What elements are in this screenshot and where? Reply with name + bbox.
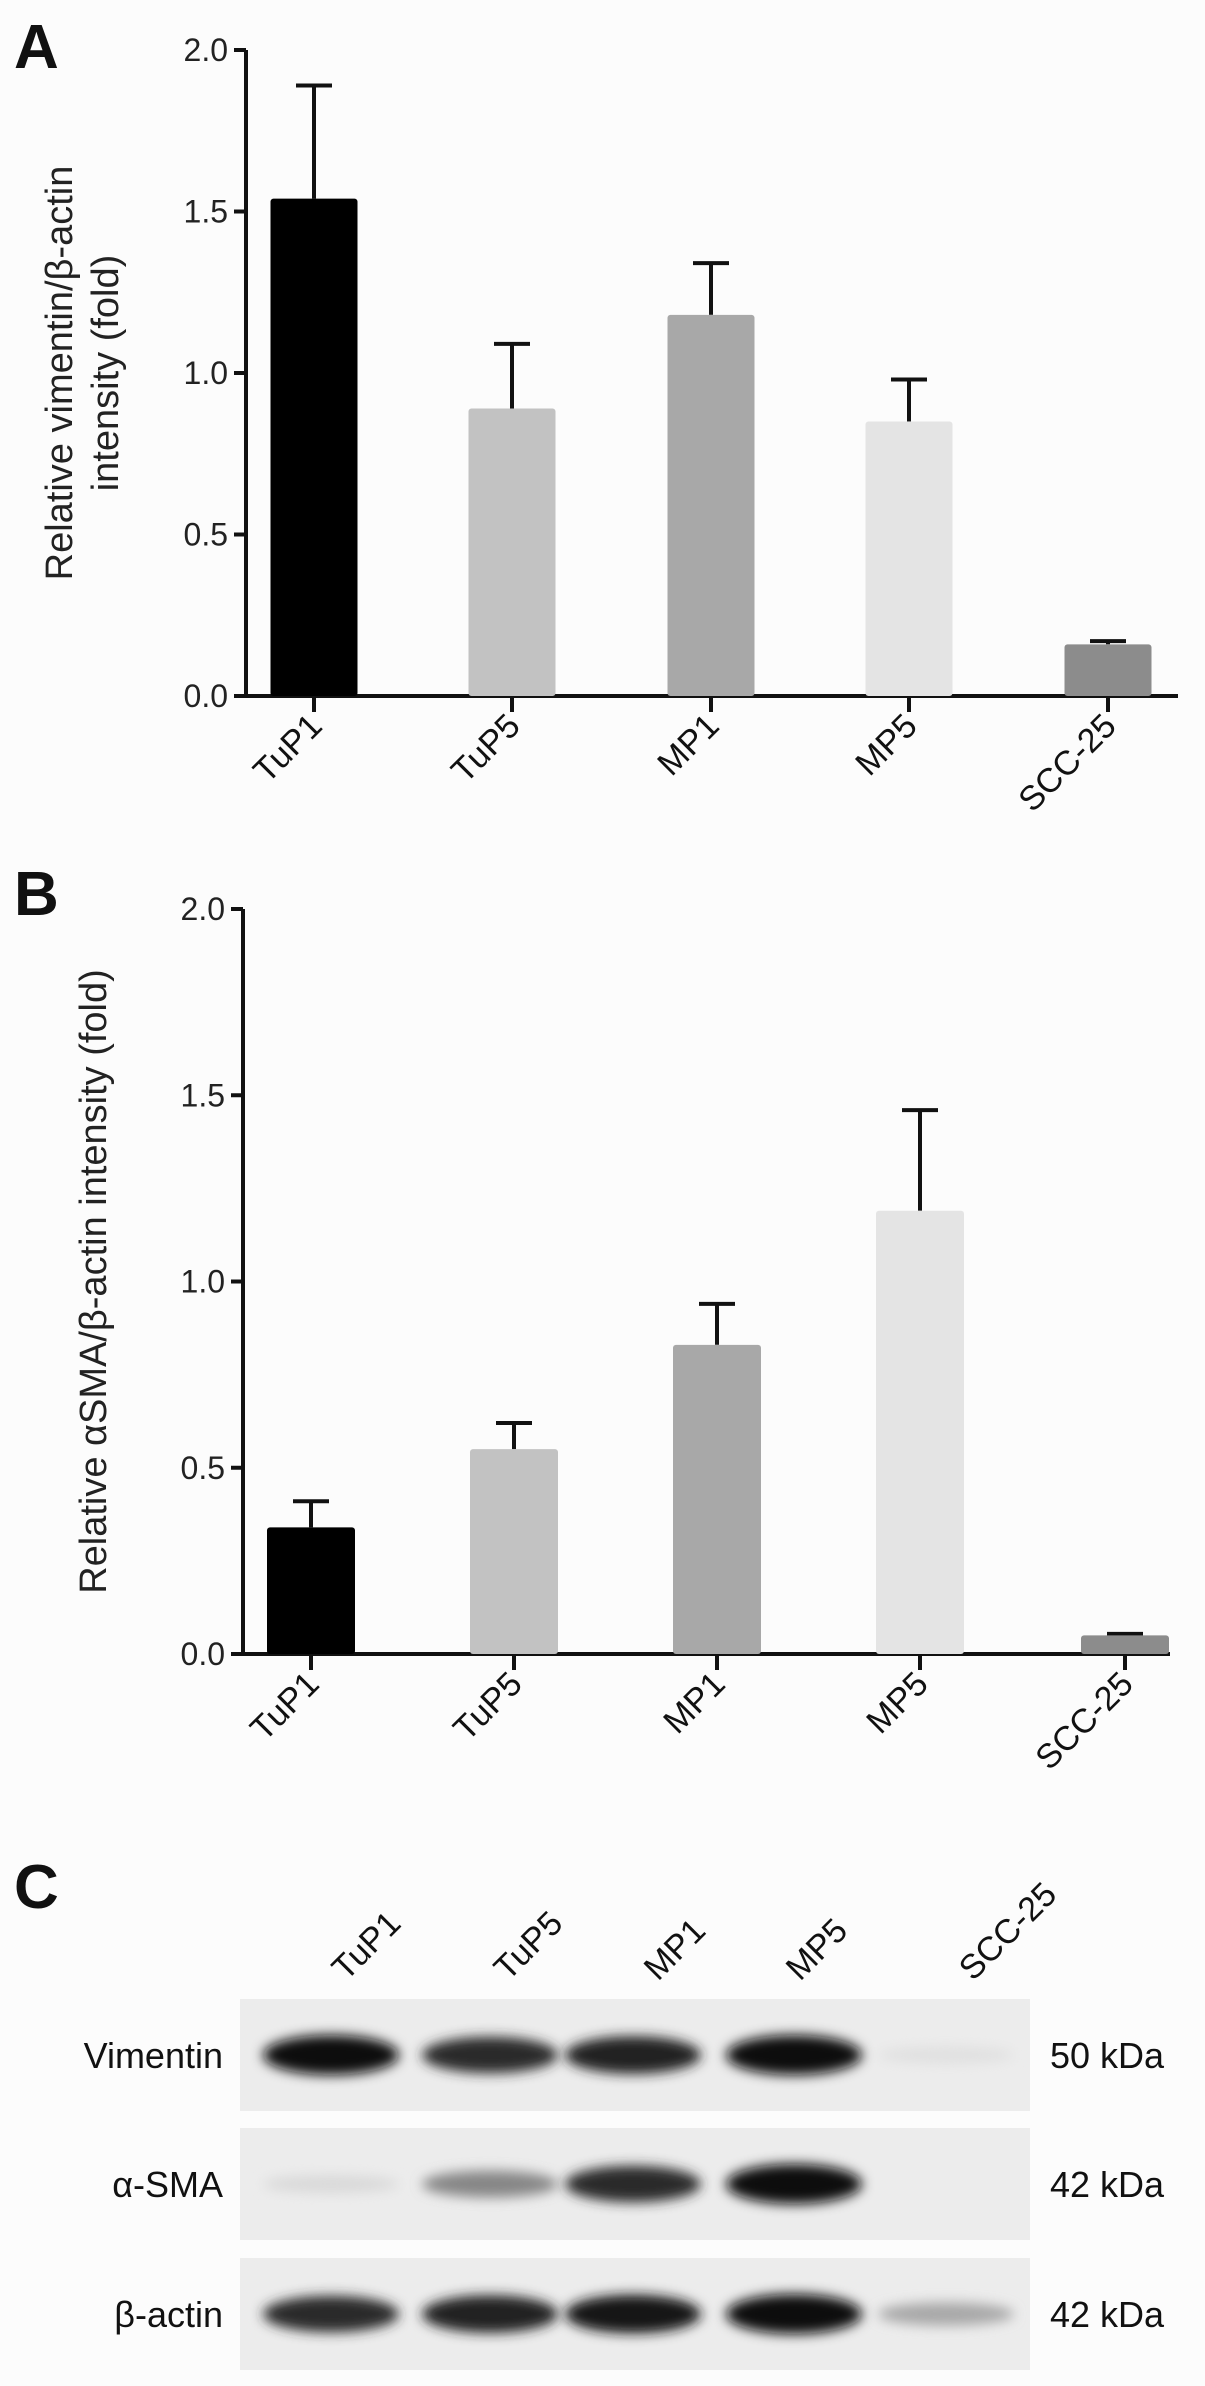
y-tick-label: 1.5 (181, 1077, 225, 1113)
band (565, 2294, 701, 2334)
band (422, 2295, 558, 2333)
band (565, 2165, 701, 2203)
y-axis-title: Relative vimentin/β-actin (39, 166, 81, 581)
band (263, 2035, 399, 2075)
y-tick-label: 0.5 (184, 517, 228, 553)
y-tick-label: 0.0 (181, 1636, 225, 1672)
y-tick-label: 1.0 (184, 355, 228, 391)
band (565, 2036, 701, 2074)
molecular-weight-label: 50 kDa (1050, 2035, 1165, 2076)
molecular-weight-label: 42 kDa (1050, 2294, 1165, 2335)
panel-label-a: A (14, 13, 59, 82)
y-tick-label: 0.0 (184, 678, 228, 714)
y-axis-title: intensity (fold) (85, 255, 127, 492)
molecular-weight-label: 42 kDa (1050, 2164, 1165, 2205)
band (263, 2295, 399, 2333)
band (263, 2175, 399, 2193)
bar-scc-25 (1064, 644, 1152, 696)
band (726, 2035, 862, 2075)
row-label: β-actin (114, 2294, 223, 2335)
panel-label-c: C (14, 1853, 59, 1922)
bar-scc-25 (1081, 1635, 1169, 1654)
y-tick-label: 2.0 (184, 32, 228, 68)
bar-tup5 (470, 1449, 558, 1654)
band (726, 2294, 862, 2334)
band (422, 2170, 558, 2198)
y-tick-label: 1.5 (184, 194, 228, 230)
band (726, 2164, 862, 2204)
bar-tup1 (267, 1527, 355, 1654)
bar-mp1 (667, 314, 755, 696)
band (422, 2036, 558, 2074)
bar-mp5 (865, 421, 953, 696)
row-label: Vimentin (84, 2035, 223, 2076)
y-tick-label: 0.5 (181, 1450, 225, 1486)
bar-tup5 (468, 408, 556, 696)
bar-mp1 (673, 1344, 761, 1654)
row-label: α-SMA (112, 2164, 223, 2205)
y-axis-title: Relative αSMA/β-actin intensity (fold) (73, 969, 115, 1594)
bar-tup1 (270, 198, 358, 696)
y-tick-label: 2.0 (181, 891, 225, 927)
panel-label-b: B (14, 860, 59, 929)
band (878, 2302, 1014, 2326)
bar-mp5 (876, 1210, 964, 1654)
band (878, 2046, 1014, 2064)
y-tick-label: 1.0 (181, 1264, 225, 1300)
